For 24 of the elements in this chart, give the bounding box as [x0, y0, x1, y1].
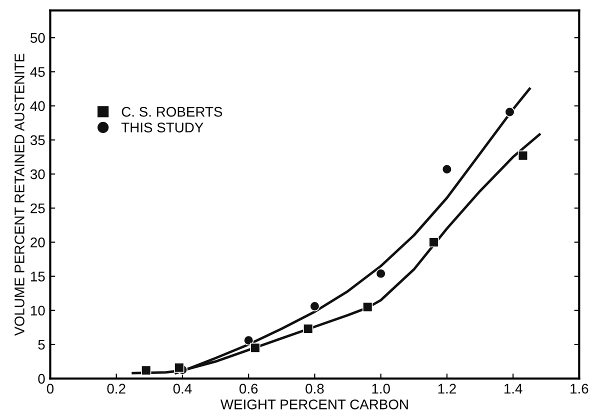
y-tick-label: 45 [30, 67, 45, 77]
x-tick-label: 1.2 [438, 384, 456, 394]
legend-label: C. S. ROBERTS [122, 106, 222, 117]
y-tick-label: 5 [38, 340, 45, 350]
y-tick-label: 25 [30, 203, 45, 214]
y-tick-label: 20 [30, 238, 45, 248]
x-tick-label: 1.0 [372, 384, 390, 394]
y-axis-title: VOLUME PERCENT RETAINED AUSTENITE [14, 54, 24, 336]
y-tick-label: 0 [38, 374, 45, 384]
y-tick-label: 35 [30, 135, 45, 146]
x-tick-label: 0 [46, 384, 54, 394]
x-tick-label: 0.6 [239, 384, 258, 394]
y-tick-label: 10 [30, 306, 45, 316]
legend-label: THIS STUDY [121, 122, 204, 132]
x-tick-label: 0.2 [107, 384, 126, 394]
x-tick-label: 1.4 [504, 384, 522, 394]
y-tick-label: 40 [30, 101, 45, 112]
x-tick-label: 0.8 [306, 384, 324, 394]
y-tick-label: 30 [30, 169, 45, 180]
x-tick-label: 1.6 [570, 384, 588, 394]
x-axis-title: WEIGHT PERCENT CARBON [220, 400, 408, 410]
x-tick-label: 0.4 [173, 384, 192, 394]
y-tick-label: 15 [30, 272, 45, 282]
y-tick-label: 50 [30, 33, 45, 43]
